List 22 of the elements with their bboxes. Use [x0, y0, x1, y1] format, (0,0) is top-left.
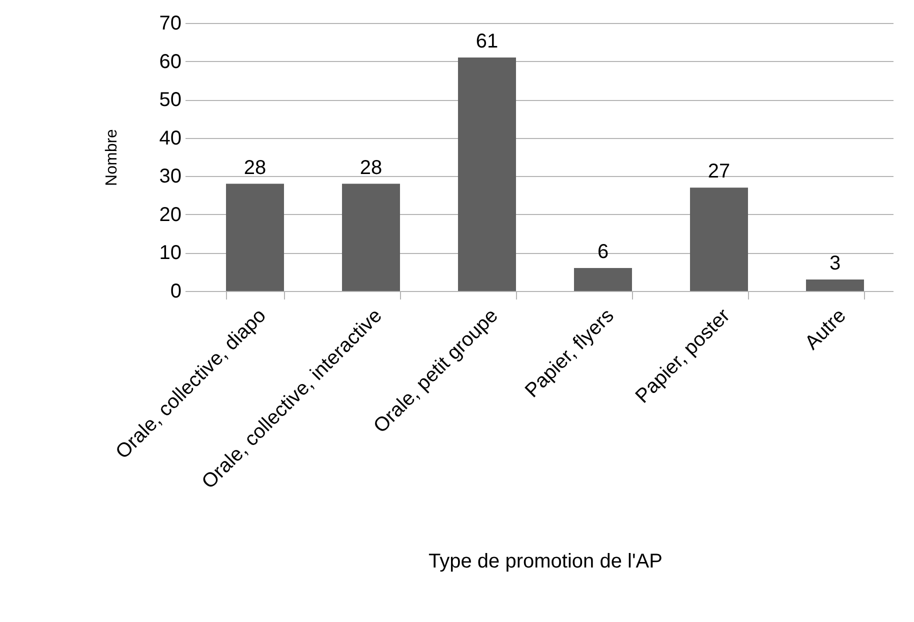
bar — [574, 268, 632, 291]
y-tick-label: 40 — [159, 127, 182, 150]
data-label: 6 — [597, 241, 609, 264]
bar — [690, 188, 748, 291]
y-tick-label: 60 — [159, 50, 182, 73]
data-label: 27 — [708, 160, 730, 183]
y-tick-label: 0 — [170, 280, 182, 302]
data-label: 28 — [360, 156, 382, 179]
x-axis-title: Type de promotion de l'AP — [428, 550, 662, 572]
y-tick-label: 10 — [159, 242, 182, 264]
data-label: 3 — [829, 252, 841, 275]
y-tick-label: 30 — [159, 166, 182, 188]
bar — [342, 184, 400, 291]
y-tick-label: 50 — [159, 89, 182, 112]
y-tick-label: 20 — [159, 204, 182, 226]
bar — [226, 184, 284, 291]
y-axis-title: Nombre — [103, 128, 120, 186]
bar — [806, 280, 864, 291]
data-label: 28 — [244, 156, 266, 179]
data-label: 61 — [476, 30, 498, 52]
y-tick-label: 70 — [159, 12, 182, 34]
bar — [458, 57, 516, 291]
